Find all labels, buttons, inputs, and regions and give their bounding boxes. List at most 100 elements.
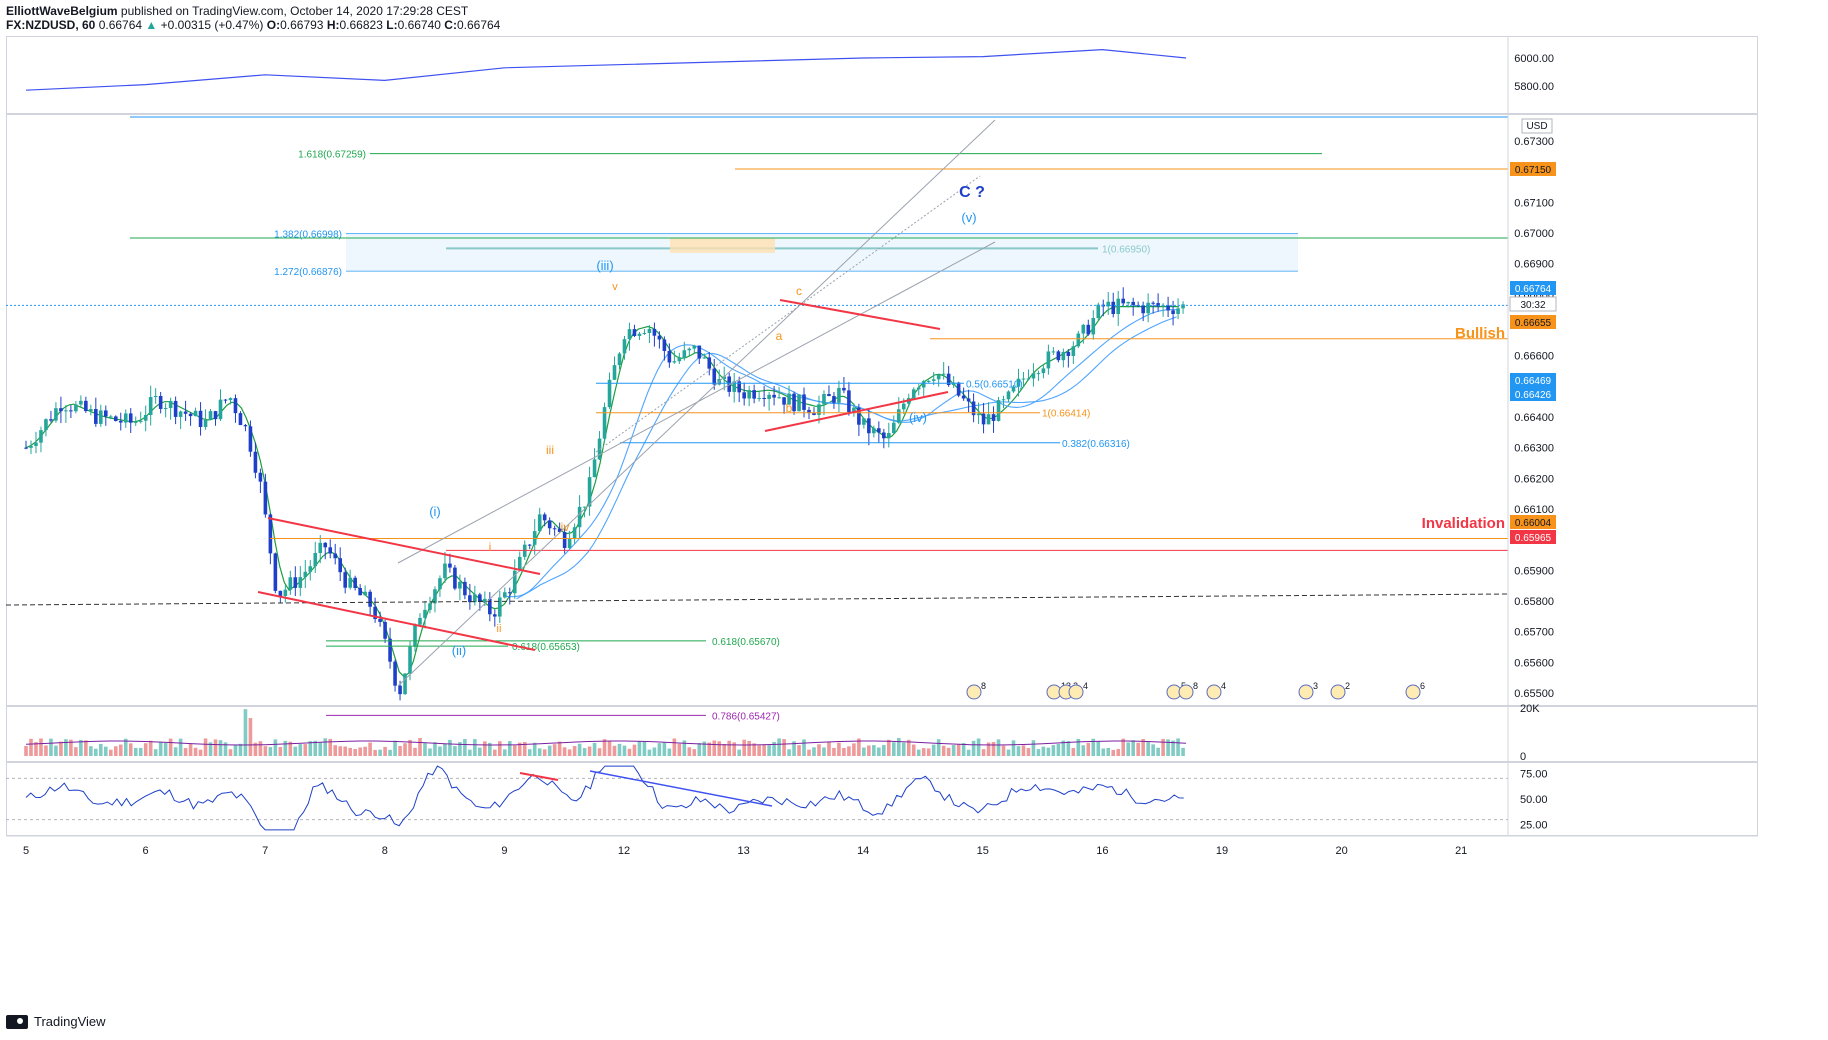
candle-body	[777, 397, 781, 399]
volume-bar	[847, 746, 851, 756]
candle-body	[672, 361, 677, 363]
candle-body	[403, 673, 407, 695]
candle-body	[253, 451, 258, 473]
wave-label: iv	[561, 520, 570, 534]
candle-body	[99, 410, 103, 424]
volume-bar	[1181, 747, 1185, 756]
volume-bar	[1161, 738, 1165, 756]
volume-bar	[323, 738, 328, 756]
volume-bar	[757, 745, 761, 756]
volume-bar	[443, 743, 447, 756]
candle-body	[433, 589, 437, 604]
long-term-trendline	[5, 593, 1509, 606]
candle-body	[712, 368, 717, 385]
candle-body	[123, 413, 128, 423]
candle-body	[343, 572, 347, 588]
volume-bar	[278, 747, 283, 756]
indicator-panel[interactable]	[6, 36, 1758, 114]
volume-bar	[602, 739, 607, 756]
price-panel[interactable]	[6, 114, 1758, 706]
volume-bar	[627, 748, 632, 756]
volume-bar	[822, 747, 826, 756]
volume-bar	[1121, 738, 1126, 756]
volume-bar	[113, 746, 118, 756]
event-count: 6	[1420, 681, 1425, 691]
volume-bar	[423, 743, 427, 756]
candle-body	[607, 379, 612, 408]
candle-body	[832, 396, 836, 403]
volume-bar	[872, 745, 876, 756]
volume-bar	[996, 739, 1001, 756]
volume-bar	[383, 746, 387, 756]
volume-bar	[173, 747, 178, 756]
volume-bar	[153, 749, 158, 756]
x-tick-label: 14	[857, 845, 869, 857]
volume-bar	[303, 744, 308, 756]
volume-bar	[243, 709, 248, 756]
volume-bar	[163, 742, 168, 756]
candle-body	[512, 570, 517, 594]
candle-body	[1061, 351, 1066, 361]
volume-bar	[672, 738, 677, 756]
volume-bar	[238, 743, 243, 756]
candle-body	[378, 619, 382, 622]
publisher-name[interactable]: ElliottWaveBelgium	[6, 4, 118, 18]
candle-body	[448, 563, 452, 568]
candle-body	[692, 345, 697, 349]
volume-bar	[1131, 740, 1135, 756]
candle-body	[463, 581, 467, 596]
candle-body	[183, 411, 188, 414]
candle-body	[408, 646, 412, 674]
volume-bar	[857, 738, 861, 756]
volume-bar	[213, 739, 218, 756]
candle-body	[1001, 399, 1006, 401]
ma-blue-line-1	[504, 309, 1179, 598]
candle-body	[1006, 391, 1011, 400]
volume-bar	[428, 748, 432, 756]
candle-body	[483, 598, 487, 603]
candle-body	[168, 400, 173, 408]
event-count: 8	[1193, 681, 1198, 691]
footer-brand[interactable]: TradingView	[34, 1014, 106, 1029]
volume-bar	[84, 740, 88, 756]
volume-panel[interactable]	[6, 706, 1758, 762]
tradingview-logo-icon[interactable]	[6, 1014, 28, 1029]
volume-bar	[692, 749, 697, 756]
candle-body	[428, 603, 432, 610]
volume-bar	[557, 741, 562, 756]
candle-body	[453, 567, 457, 589]
candle-body	[223, 399, 228, 401]
volume-bar	[493, 749, 497, 756]
volume-bar	[253, 742, 258, 756]
fib-level-label: 1.382(0.66998)	[274, 230, 342, 241]
candle-body	[233, 398, 238, 414]
volume-bar	[1176, 738, 1180, 756]
volume-bar	[1061, 740, 1066, 756]
candle-body	[458, 581, 462, 589]
wave-label: v	[612, 281, 618, 293]
volume-bar	[29, 738, 33, 756]
rsi-tick-label: 25.00	[1520, 820, 1548, 832]
volume-bar	[128, 743, 133, 756]
candle-body	[338, 558, 343, 573]
symbol-label[interactable]: FX:NZDUSD, 60	[6, 18, 96, 32]
published-text: published on TradingView.com, October 14…	[120, 4, 469, 18]
candle-body	[1036, 373, 1041, 375]
volume-bar	[956, 744, 961, 756]
fib-level-label: 0.5(0.66510)	[966, 379, 1023, 390]
fib-level-label: 0.618(0.65670)	[712, 637, 780, 648]
volume-ma-line	[25, 740, 1187, 746]
candle-body	[921, 381, 926, 388]
candle-body	[208, 411, 213, 421]
price-badge-label: 0.67150	[1515, 165, 1552, 176]
candle-body	[567, 538, 572, 549]
candle-body	[662, 339, 667, 351]
candle-body	[772, 394, 776, 398]
candle-body	[991, 414, 996, 421]
candle-body	[393, 661, 397, 686]
volume-bar	[961, 743, 966, 756]
candle-body	[148, 397, 153, 415]
volume-bar	[148, 740, 153, 756]
candle-body	[587, 477, 592, 507]
x-tick-label: 15	[977, 845, 989, 857]
